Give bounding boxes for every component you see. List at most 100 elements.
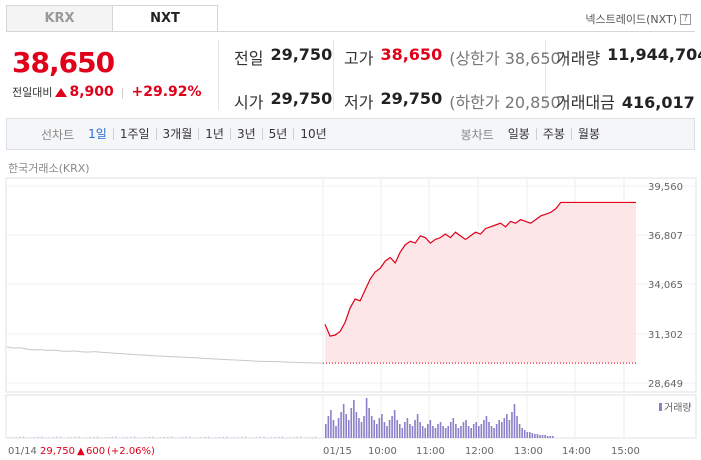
volume-bar <box>100 437 102 438</box>
candle-weekly[interactable]: 주봉 <box>535 128 571 140</box>
volume-bar <box>498 420 500 438</box>
period-5y[interactable]: 5년 <box>261 128 294 140</box>
candle-monthly[interactable]: 월봉 <box>570 128 606 140</box>
stat-note: (하한가 20,850) <box>449 93 567 112</box>
prev-day-series-line <box>6 346 324 364</box>
volume-bar <box>222 436 224 438</box>
volume-bar <box>226 436 228 438</box>
volume-bar <box>401 428 404 438</box>
tab-krx[interactable]: KRX <box>6 5 112 32</box>
period-10y[interactable]: 10년 <box>293 128 332 140</box>
volume-bar <box>358 418 360 438</box>
volume-bar <box>478 426 480 438</box>
volume-bar <box>37 436 39 438</box>
tab-underline <box>6 31 695 32</box>
volume-bar <box>126 437 128 438</box>
tab-nxt[interactable]: NXT <box>112 5 218 32</box>
volume-bar <box>259 436 261 438</box>
volume-bar <box>444 428 447 438</box>
volume-bar <box>437 424 439 438</box>
price-change: 전일대비 8,900 | +29.92% <box>12 84 202 100</box>
volume-bar <box>350 408 353 438</box>
y-tick-label: 31,302 <box>648 330 683 341</box>
volume-bar <box>281 436 284 438</box>
volume-bar <box>311 437 313 438</box>
stat-label: 시가 <box>234 93 264 112</box>
volume-bar <box>416 414 419 438</box>
chart-frame <box>5 177 697 393</box>
volume-bar <box>363 416 365 438</box>
nxt-link[interactable]: 넥스트레이드(NXT) ? <box>585 11 691 27</box>
candle-options: 봉차트 일봉 주봉 월봉 <box>461 126 694 143</box>
volume-bar <box>292 437 295 438</box>
volume-bar <box>421 426 424 438</box>
nxt-link-label[interactable]: 넥스트레이드(NXT) <box>585 13 677 26</box>
volume-bar <box>296 436 298 438</box>
volume-bar <box>263 436 265 438</box>
volume-bar <box>419 422 421 438</box>
prev-day-rate: (+2.06%) <box>107 446 155 457</box>
volume-bar <box>503 418 506 438</box>
volume-bar <box>167 436 169 438</box>
volume-bar <box>152 436 154 438</box>
volume-bar <box>398 424 401 438</box>
y-tick-label: 28,649 <box>648 379 683 390</box>
period-3y[interactable]: 3년 <box>229 128 262 140</box>
volume-bar <box>204 436 206 438</box>
volume-bar <box>546 436 549 438</box>
volume-bar <box>427 424 429 438</box>
volume-bar <box>360 422 363 438</box>
volume-bar <box>289 437 291 438</box>
volume-bar <box>244 436 247 438</box>
volume-bar <box>207 436 210 438</box>
volume-bar <box>278 436 280 438</box>
volume-bar <box>56 436 58 438</box>
stats-divider <box>545 40 546 110</box>
volume-bar <box>19 436 21 438</box>
volume-bar <box>300 436 302 438</box>
volume-bar <box>508 420 511 438</box>
volume-bar <box>59 436 62 438</box>
stat-prev-close: 전일 29,750 <box>234 45 332 69</box>
candle-daily[interactable]: 일봉 <box>507 127 530 141</box>
volume-bar <box>465 420 467 438</box>
volume-bar <box>255 437 258 438</box>
x-tick-label: 15:00 <box>611 446 640 457</box>
volume-bar <box>539 435 541 438</box>
volume-bar <box>163 437 165 438</box>
volume-bar <box>549 436 551 438</box>
stat-value: 29,750 <box>270 45 333 64</box>
volume-bar <box>248 437 250 438</box>
volume-bar <box>516 416 518 438</box>
stat-volume: 거래량 11,944,704 <box>556 45 701 69</box>
change-rate: +29.92% <box>131 84 202 100</box>
stat-high: 고가 38,650 (상한가 38,650) <box>344 45 567 69</box>
period-1y[interactable]: 1년 <box>198 128 230 140</box>
volume-bar <box>396 420 398 438</box>
volume-bar <box>521 428 523 438</box>
volume-bar <box>391 416 393 438</box>
volume-bar <box>148 436 150 438</box>
volume-bar <box>85 437 88 438</box>
volume-bar <box>340 412 342 438</box>
volume-bar <box>534 434 536 438</box>
period-1w[interactable]: 1주일 <box>112 128 156 140</box>
stats-divider <box>218 40 219 110</box>
stat-value: 38,650 <box>380 45 443 64</box>
volume-bar <box>48 437 51 438</box>
period-3m[interactable]: 3개월 <box>155 128 199 140</box>
help-icon[interactable]: ? <box>680 13 691 25</box>
volume-bar <box>178 437 180 438</box>
volume-bar <box>439 422 442 438</box>
stat-label: 전일 <box>234 49 264 68</box>
volume-bar <box>523 430 526 438</box>
volume-bar <box>488 422 490 438</box>
volume-bar <box>70 437 73 438</box>
stat-value: 29,750 <box>380 89 443 108</box>
period-1d[interactable]: 1일 <box>88 127 107 141</box>
volume-bar <box>196 437 199 438</box>
volume-bar <box>82 437 84 438</box>
volume-bar <box>442 426 444 438</box>
volume-bar <box>8 437 10 438</box>
volume-bar <box>541 435 544 438</box>
